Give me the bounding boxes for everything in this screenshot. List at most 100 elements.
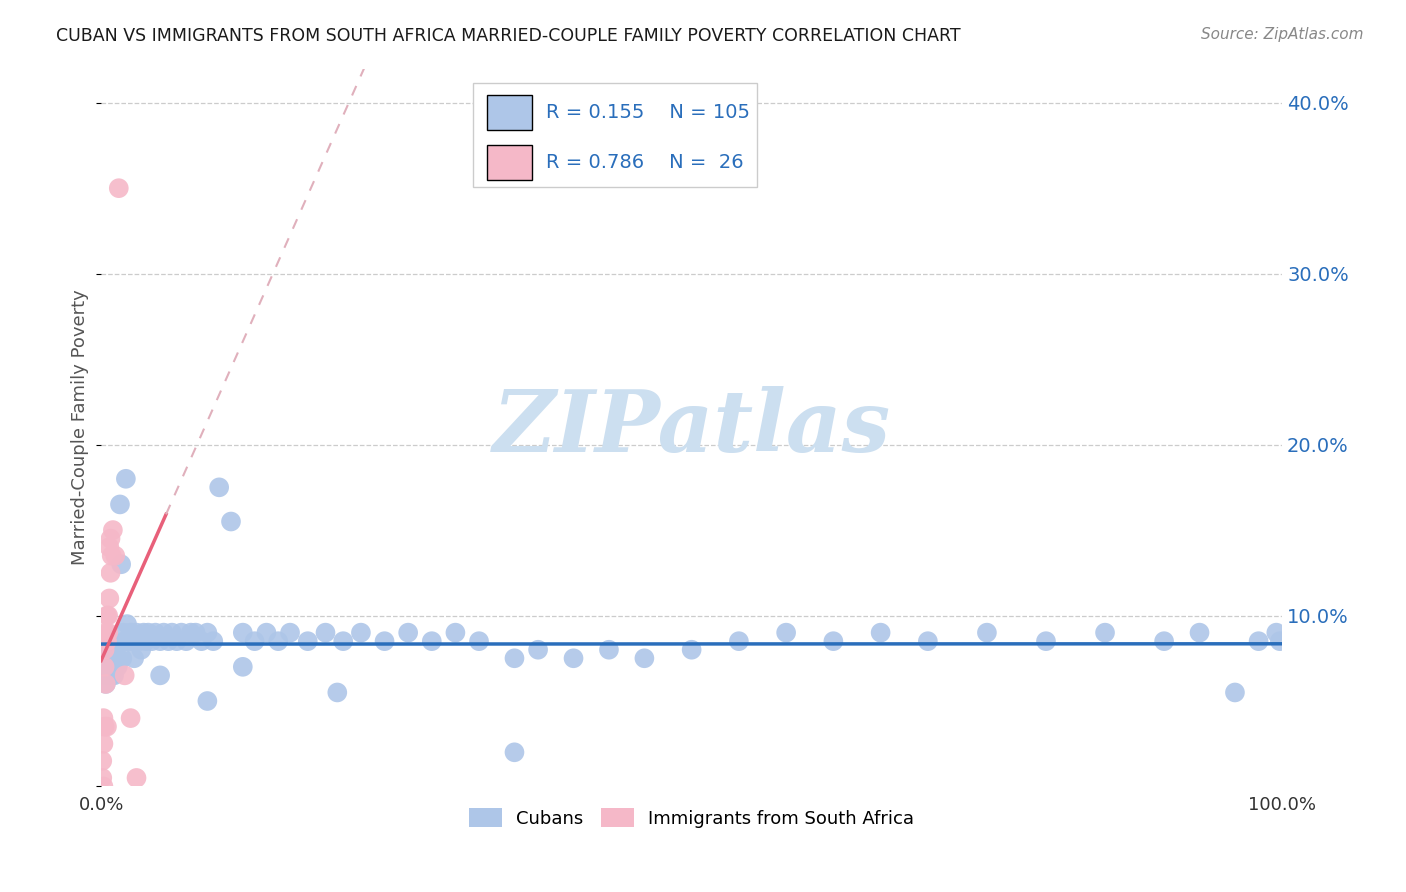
Point xyxy=(149,668,172,682)
Point xyxy=(93,642,115,657)
Point xyxy=(100,668,122,682)
Point xyxy=(94,677,117,691)
Point xyxy=(128,634,150,648)
Point xyxy=(104,549,127,563)
Point xyxy=(180,625,202,640)
Point xyxy=(1268,634,1291,648)
Point xyxy=(115,472,138,486)
Point xyxy=(97,625,120,640)
Legend: Cubans, Immigrants from South Africa: Cubans, Immigrants from South Africa xyxy=(461,801,921,835)
Point xyxy=(135,634,157,648)
FancyBboxPatch shape xyxy=(488,145,533,179)
Point xyxy=(107,651,129,665)
Point xyxy=(350,625,373,640)
Point xyxy=(396,625,419,640)
Point xyxy=(100,651,122,665)
Point xyxy=(125,625,148,640)
Point xyxy=(278,625,301,640)
Point xyxy=(111,651,134,665)
Point xyxy=(468,634,491,648)
Point xyxy=(91,660,114,674)
Point xyxy=(122,634,145,648)
Point xyxy=(136,625,159,640)
Point xyxy=(114,668,136,682)
Point xyxy=(93,668,115,682)
Point xyxy=(232,660,254,674)
Point xyxy=(91,754,114,768)
Point xyxy=(96,634,118,648)
Point xyxy=(93,737,115,751)
Point xyxy=(97,668,120,682)
Point xyxy=(100,566,122,580)
Point xyxy=(101,523,124,537)
Point xyxy=(93,720,115,734)
Point xyxy=(444,625,467,640)
Point xyxy=(184,625,207,640)
Point xyxy=(97,651,120,665)
Point xyxy=(195,694,218,708)
Point xyxy=(1188,625,1211,640)
Point xyxy=(101,660,124,674)
Point xyxy=(166,634,188,648)
Point xyxy=(103,668,125,682)
Point xyxy=(96,668,118,682)
Point xyxy=(105,651,128,665)
Point xyxy=(97,608,120,623)
Point xyxy=(98,651,121,665)
Point xyxy=(152,625,174,640)
Point xyxy=(108,497,131,511)
Point xyxy=(110,558,132,572)
Point xyxy=(202,634,225,648)
Point xyxy=(91,771,114,785)
Point xyxy=(120,625,142,640)
Text: R = 0.786    N =  26: R = 0.786 N = 26 xyxy=(547,153,744,172)
Point xyxy=(1265,625,1288,640)
Text: R = 0.155    N = 105: R = 0.155 N = 105 xyxy=(547,103,751,122)
Point xyxy=(728,634,751,648)
Point xyxy=(232,625,254,640)
Point xyxy=(219,515,242,529)
Point xyxy=(93,642,115,657)
Point xyxy=(332,634,354,648)
Point xyxy=(420,634,443,648)
Point xyxy=(93,651,115,665)
Point xyxy=(208,480,231,494)
Point xyxy=(598,642,620,657)
Point xyxy=(96,660,118,674)
Point xyxy=(96,651,118,665)
Point xyxy=(869,625,891,640)
Point xyxy=(125,771,148,785)
Point xyxy=(267,634,290,648)
Point xyxy=(101,642,124,657)
Point xyxy=(98,668,121,682)
Point xyxy=(117,634,139,648)
Point xyxy=(145,625,167,640)
Point xyxy=(93,642,115,657)
Point xyxy=(1094,625,1116,640)
Point xyxy=(96,608,118,623)
Point xyxy=(103,651,125,665)
Point xyxy=(149,634,172,648)
Point xyxy=(100,660,122,674)
Point xyxy=(114,634,136,648)
Point xyxy=(157,634,180,648)
Point xyxy=(1153,634,1175,648)
Point xyxy=(96,642,118,657)
Point xyxy=(562,651,585,665)
Point xyxy=(527,642,550,657)
Point xyxy=(823,634,845,648)
Point xyxy=(120,711,142,725)
Point xyxy=(917,634,939,648)
Point xyxy=(315,625,337,640)
Point xyxy=(775,625,797,640)
Point xyxy=(170,625,193,640)
Point xyxy=(94,625,117,640)
Point xyxy=(503,651,526,665)
Point xyxy=(98,591,121,606)
Point xyxy=(1223,685,1246,699)
Point xyxy=(94,660,117,674)
Point xyxy=(98,660,121,674)
Point xyxy=(132,625,155,640)
Point xyxy=(141,634,163,648)
Point xyxy=(129,642,152,657)
